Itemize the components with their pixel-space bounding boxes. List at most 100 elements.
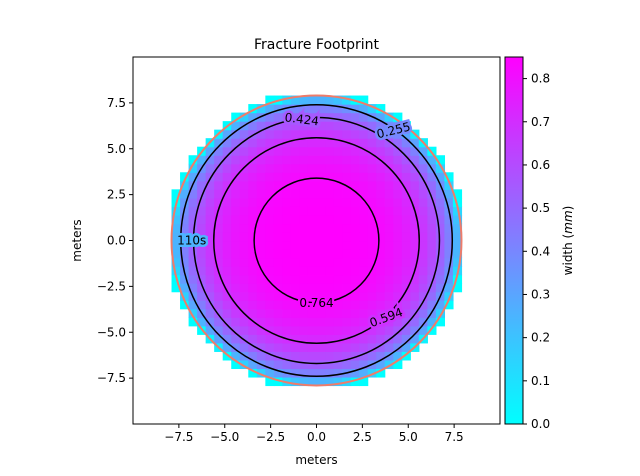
heatmap-cell bbox=[325, 223, 335, 233]
heatmap-cell bbox=[239, 359, 249, 370]
heatmap-cell bbox=[376, 308, 386, 318]
heatmap-cell bbox=[435, 308, 446, 318]
heatmap-cell bbox=[325, 308, 335, 318]
heatmap-cell bbox=[350, 231, 360, 242]
heatmap-cell bbox=[299, 283, 309, 293]
heatmap-cell bbox=[393, 121, 403, 131]
heatmap-cell bbox=[222, 146, 232, 156]
heatmap-cell bbox=[350, 172, 360, 182]
heatmap-cell bbox=[273, 283, 283, 293]
heatmap-cell bbox=[418, 155, 428, 165]
heatmap-cell bbox=[231, 351, 241, 361]
heatmap-cell bbox=[316, 155, 326, 165]
heatmap-cell bbox=[290, 368, 301, 378]
heatmap-cell bbox=[393, 359, 403, 370]
heatmap-cell bbox=[376, 189, 386, 199]
heatmap-cell bbox=[342, 240, 352, 250]
heatmap-cell bbox=[316, 359, 326, 370]
heatmap-cell bbox=[248, 368, 258, 378]
heatmap-cell bbox=[376, 172, 386, 182]
heatmap-cell bbox=[367, 223, 377, 233]
heatmap-cell bbox=[393, 291, 403, 301]
heatmap-cell bbox=[427, 240, 437, 250]
heatmap-cell bbox=[350, 249, 360, 259]
heatmap-cell bbox=[265, 368, 275, 378]
x-tick-label: 7.5 bbox=[445, 430, 464, 444]
heatmap-cell bbox=[316, 206, 326, 216]
heatmap-cell bbox=[316, 334, 326, 344]
heatmap-cell bbox=[256, 121, 266, 131]
heatmap-cell bbox=[290, 249, 301, 259]
heatmap-cell bbox=[401, 274, 411, 284]
heatmap-cell bbox=[265, 274, 275, 284]
heatmap-cell bbox=[342, 291, 352, 301]
heatmap-cell bbox=[299, 351, 309, 361]
heatmap-cell bbox=[282, 257, 292, 267]
heatmap-cell bbox=[265, 283, 275, 293]
heatmap-cell bbox=[384, 257, 394, 267]
heatmap-cell bbox=[410, 214, 420, 225]
heatmap-cell bbox=[376, 197, 386, 207]
heatmap-cell bbox=[376, 274, 386, 284]
heatmap-cell bbox=[384, 223, 394, 233]
heatmap-cell bbox=[350, 155, 360, 165]
heatmap-cell bbox=[197, 180, 207, 190]
heatmap-cell bbox=[231, 121, 241, 131]
heatmap-cell bbox=[222, 266, 232, 276]
heatmap-cell bbox=[333, 129, 343, 139]
heatmap-cell bbox=[231, 240, 241, 250]
heatmap-cell bbox=[325, 359, 335, 370]
heatmap-cell bbox=[307, 214, 318, 225]
heatmap-cell bbox=[325, 257, 335, 267]
heatmap-cell bbox=[342, 163, 352, 173]
heatmap-cell bbox=[248, 257, 258, 267]
heatmap-cell bbox=[205, 274, 215, 284]
heatmap-cell bbox=[222, 214, 232, 225]
heatmap-cell bbox=[222, 138, 232, 148]
heatmap-cell bbox=[376, 283, 386, 293]
heatmap-cell bbox=[316, 163, 326, 173]
heatmap-cell bbox=[359, 291, 369, 301]
heatmap-cell bbox=[248, 249, 258, 259]
heatmap-cell bbox=[265, 342, 275, 352]
heatmap-cell bbox=[299, 300, 309, 310]
heatmap-cell bbox=[205, 189, 215, 199]
heatmap-cell bbox=[222, 206, 232, 216]
heatmap-cell bbox=[427, 206, 437, 216]
heatmap-cell bbox=[418, 266, 428, 276]
heatmap-cell bbox=[350, 138, 360, 148]
heatmap-cell bbox=[171, 257, 181, 267]
heatmap-cell bbox=[222, 291, 232, 301]
heatmap-cell bbox=[359, 317, 369, 327]
heatmap-cell bbox=[401, 189, 411, 199]
heatmap-cell bbox=[393, 300, 403, 310]
heatmap-cell bbox=[222, 342, 232, 352]
heatmap-cell bbox=[384, 197, 394, 207]
heatmap-cell bbox=[401, 249, 411, 259]
heatmap-cell bbox=[171, 240, 181, 250]
heatmap-cell bbox=[325, 291, 335, 301]
heatmap-cell bbox=[180, 231, 190, 242]
heatmap-cell bbox=[239, 155, 249, 165]
heatmap-cell bbox=[427, 249, 437, 259]
heatmap-cell bbox=[299, 308, 309, 318]
heatmap-cell bbox=[376, 240, 386, 250]
heatmap-cell bbox=[384, 189, 394, 199]
heatmap-cell bbox=[256, 197, 266, 207]
heatmap-cell bbox=[350, 197, 360, 207]
heatmap-cell bbox=[452, 197, 463, 207]
heatmap-cell bbox=[367, 138, 377, 148]
heatmap-cell bbox=[299, 112, 309, 122]
heatmap-cell bbox=[367, 308, 377, 318]
heatmap-cell bbox=[197, 291, 207, 301]
colorbar-tick-label: 0.6 bbox=[531, 158, 550, 172]
heatmap-cell bbox=[393, 214, 403, 225]
heatmap-cell bbox=[325, 317, 335, 327]
heatmap-cell bbox=[316, 129, 326, 139]
heatmap-cell bbox=[333, 231, 343, 242]
heatmap-cell bbox=[359, 376, 369, 387]
heatmap-cell bbox=[384, 359, 394, 370]
heatmap-cell bbox=[307, 359, 318, 370]
heatmap-cell bbox=[214, 325, 224, 335]
heatmap-cell bbox=[222, 197, 232, 207]
